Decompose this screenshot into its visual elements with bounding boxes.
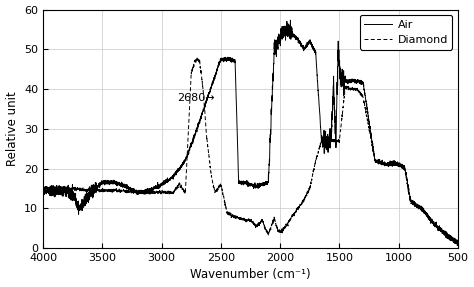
Diamond [40,187,46,190]
Air [40,190,46,194]
Air [454,241,459,245]
Diamond [73,189,79,192]
Y-axis label: Relative unit: Relative unit [6,92,18,166]
Air [281,35,286,38]
Diamond [277,230,283,233]
Air [53,193,58,197]
Diamond [53,186,58,190]
Text: 2680→: 2680→ [177,93,215,103]
Diamond [455,243,461,247]
Diamond [281,226,286,230]
Diamond [154,190,159,194]
Air [258,182,264,186]
Air [277,38,283,41]
Diamond [455,244,460,247]
Air [73,201,79,205]
Air [288,18,293,22]
X-axis label: Wavenumber (cm⁻¹): Wavenumber (cm⁻¹) [190,268,311,282]
Legend: Air, Diamond: Air, Diamond [360,15,452,50]
Diamond [258,220,264,224]
Air [154,187,159,190]
Line: Air: Air [43,20,458,243]
Line: Diamond: Diamond [43,58,458,246]
Air [455,240,461,243]
Diamond [194,57,200,60]
